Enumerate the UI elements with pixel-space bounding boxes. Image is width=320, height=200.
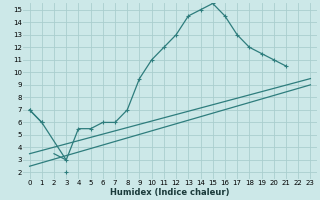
- X-axis label: Humidex (Indice chaleur): Humidex (Indice chaleur): [110, 188, 230, 197]
